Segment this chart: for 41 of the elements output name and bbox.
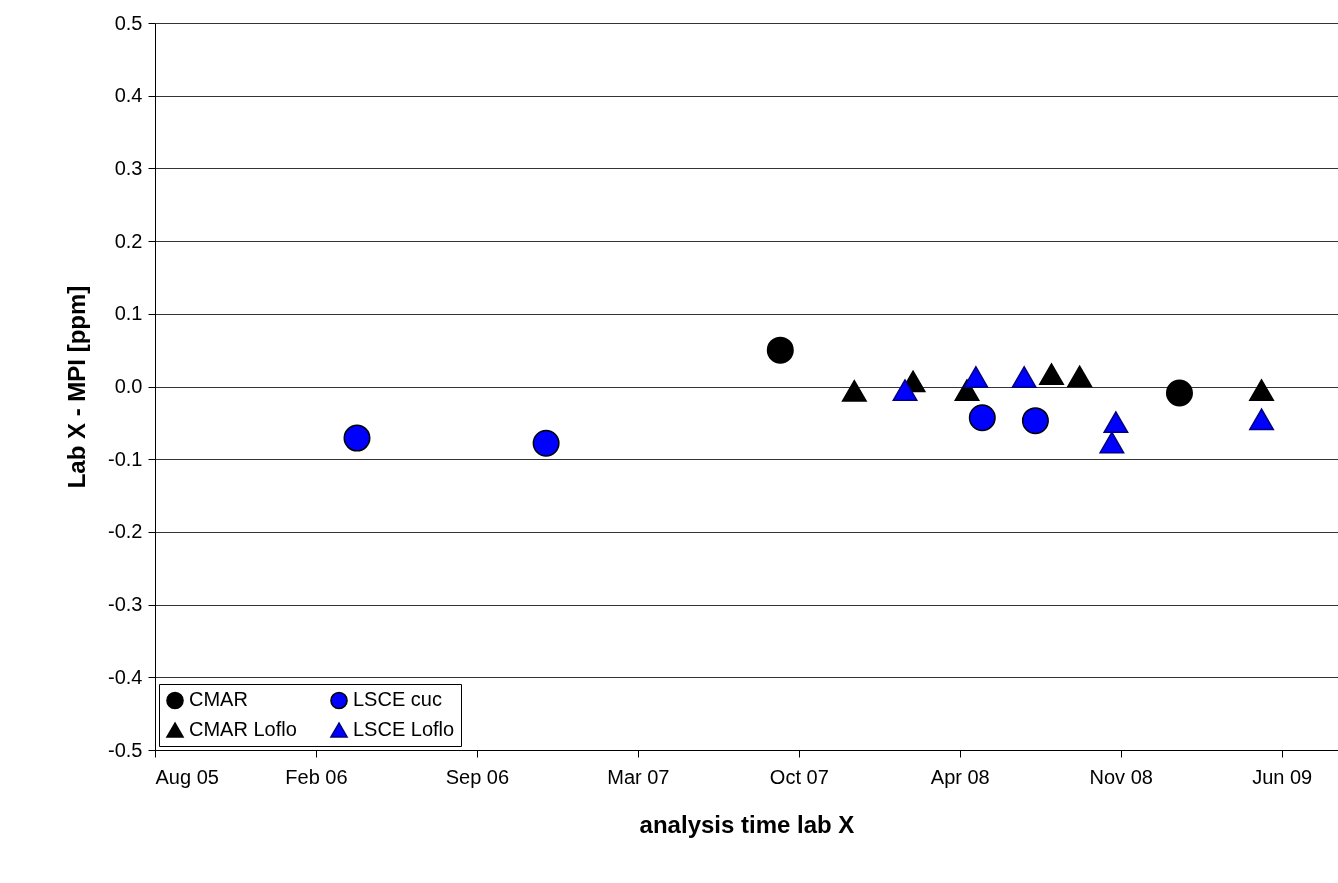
x-tick-label: Aug 05 — [155, 765, 219, 788]
point — [1103, 411, 1129, 434]
point — [892, 379, 918, 402]
y-tick-label: 0.1 — [114, 302, 143, 325]
x-tick-label: Nov 08 — [1089, 765, 1153, 788]
point — [1067, 365, 1093, 388]
point — [841, 379, 867, 402]
y-tick-label: -0.1 — [108, 447, 143, 470]
x-tick-label: Oct 07 — [769, 765, 829, 788]
y-tick-label: -0.4 — [108, 665, 143, 688]
x-tick-label: Mar 07 — [607, 765, 670, 788]
y-axis-title: Lab X - MPI [ppm] — [63, 285, 91, 489]
point — [1249, 379, 1275, 402]
point — [1099, 431, 1125, 454]
point — [766, 336, 794, 364]
y-tick-label: 0.0 — [114, 375, 143, 397]
y-tick-label: 0.5 — [114, 11, 143, 34]
legend-label: LSCE cuc — [353, 688, 442, 711]
point — [963, 366, 989, 388]
y-tick-label: -0.2 — [108, 520, 143, 543]
x-tick-label: Feb 06 — [285, 765, 348, 788]
x-axis-title: analysis time lab X — [639, 810, 855, 838]
x-tick-label: Sep 06 — [445, 765, 510, 788]
x-tick-label: Jun 09 — [1252, 765, 1313, 788]
point — [1039, 363, 1065, 386]
x-tick-label: Apr 08 — [930, 765, 990, 788]
point — [1165, 379, 1193, 407]
point — [968, 404, 996, 432]
point — [343, 424, 371, 452]
y-tick-label: 0.4 — [114, 84, 143, 107]
legend-label: CMAR Loflo — [189, 718, 297, 740]
point — [532, 429, 560, 457]
point — [1021, 407, 1049, 435]
legend-label: CMAR — [189, 688, 248, 711]
y-tick-label: 0.3 — [114, 156, 143, 179]
point — [1249, 408, 1275, 431]
y-tick-label: -0.3 — [108, 593, 143, 616]
y-tick-label: -0.5 — [108, 738, 143, 761]
point — [1011, 366, 1037, 388]
legend-label: LSCE Loflo — [353, 718, 455, 740]
y-tick-label: 0.2 — [114, 229, 143, 252]
